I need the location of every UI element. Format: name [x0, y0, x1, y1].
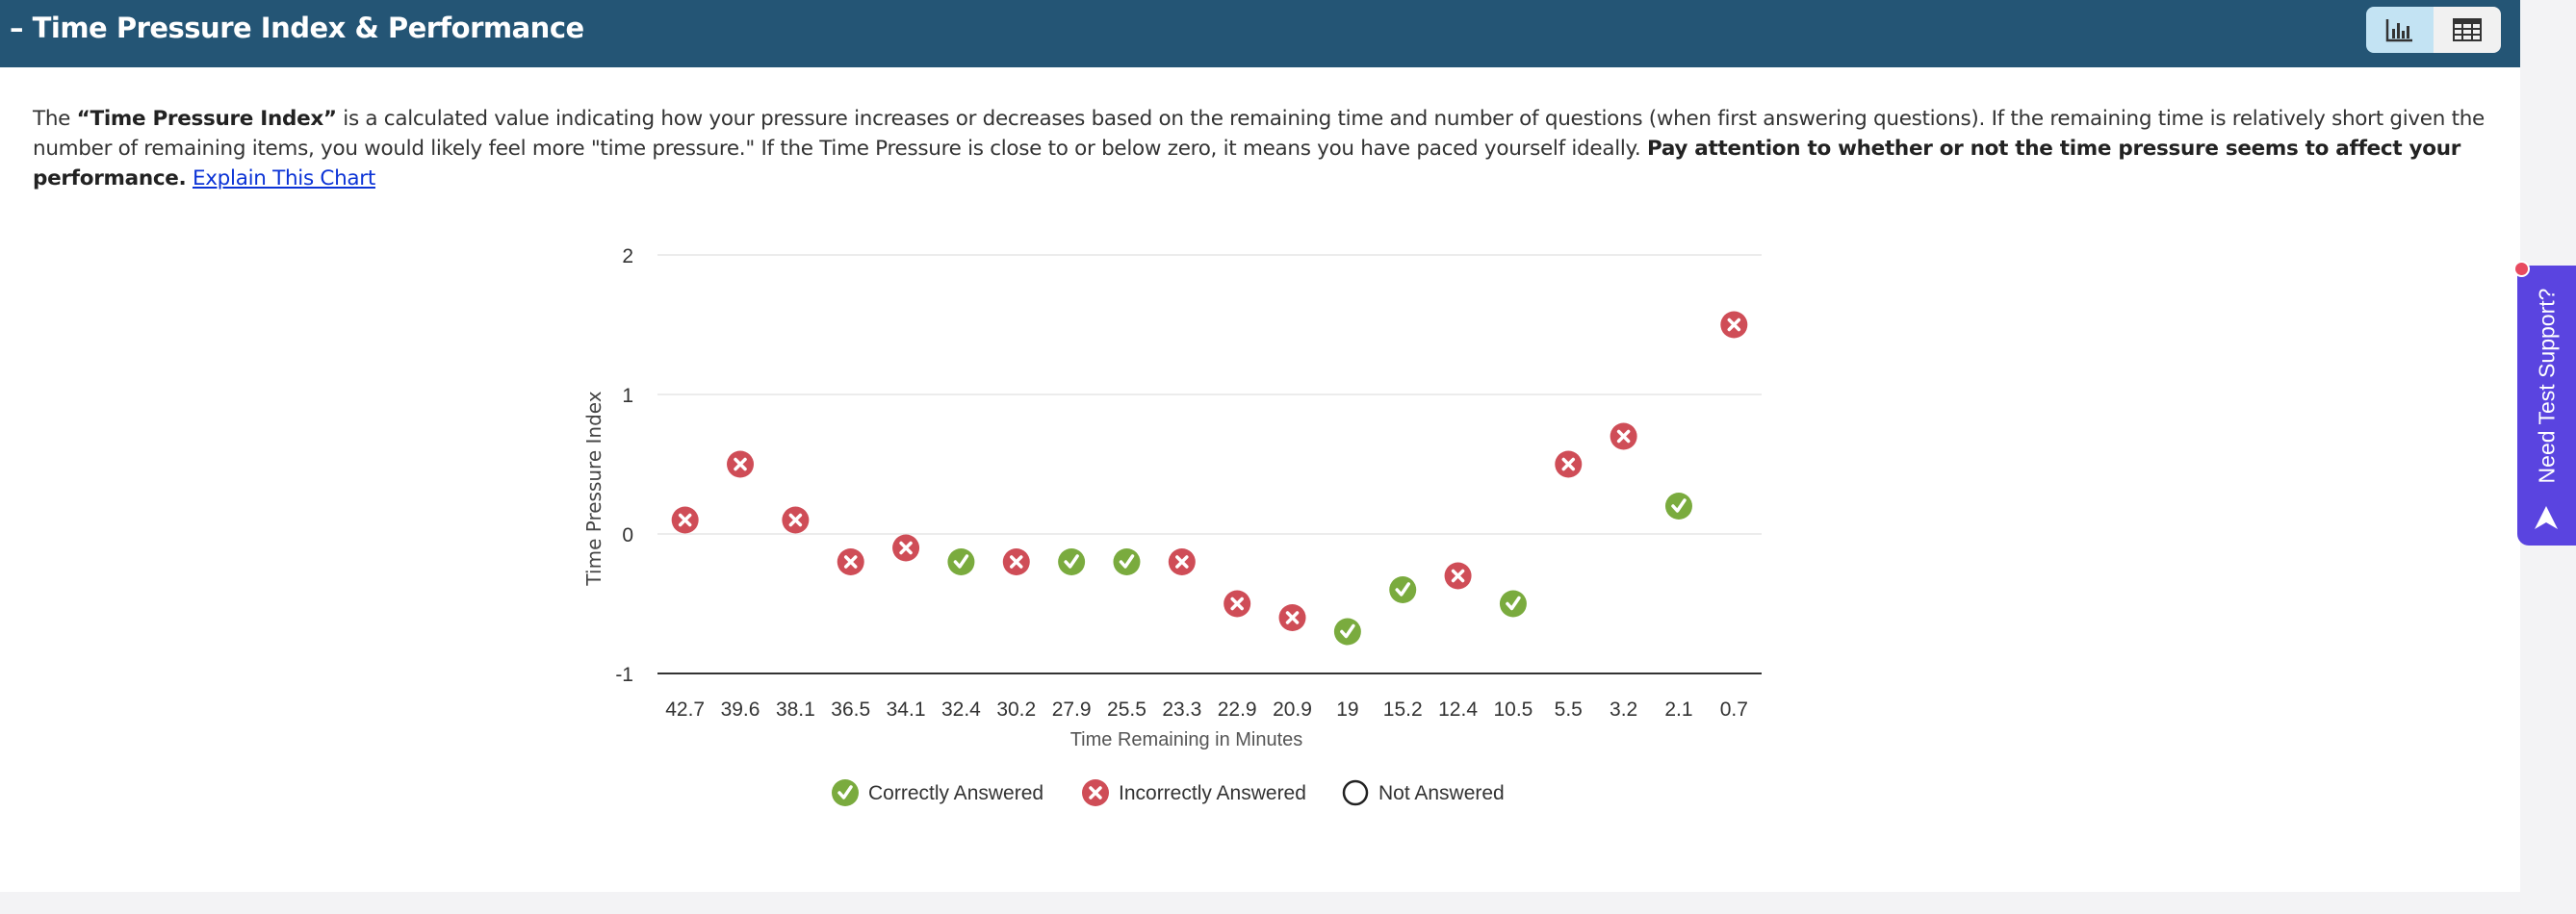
- data-point[interactable]: [1278, 604, 1306, 631]
- table-view-button[interactable]: [2434, 7, 2501, 53]
- section-title[interactable]: – Time Pressure Index & Performance: [10, 12, 584, 44]
- data-point[interactable]: [1168, 548, 1196, 575]
- y-tick-label: -1: [615, 664, 633, 686]
- data-point[interactable]: [1113, 548, 1141, 575]
- bar-chart-icon: [2385, 19, 2412, 42]
- x-tick-label: 25.5: [1107, 698, 1146, 721]
- data-point[interactable]: [1664, 493, 1692, 520]
- data-point[interactable]: [782, 506, 810, 534]
- desc-bold-term: “Time Pressure Index”: [76, 107, 337, 131]
- table-icon: [2453, 18, 2482, 41]
- x-tick-label: 2.1: [1664, 698, 1692, 721]
- data-point[interactable]: [1389, 576, 1417, 603]
- legend-label: Not Answered: [1378, 782, 1505, 804]
- x-tick-label: 30.2: [996, 698, 1036, 721]
- data-point[interactable]: [1720, 311, 1748, 339]
- description: The “Time Pressure Index” is a calculate…: [33, 104, 2497, 193]
- data-point[interactable]: [1333, 618, 1361, 646]
- scatter-chart: 2 1 0 -1 Time Pressure Index 42.7 39.6 38.1 36.5…: [582, 245, 1762, 806]
- send-arrow-icon: [2535, 506, 2558, 529]
- legend-marker: [832, 779, 859, 806]
- legend-label: Incorrectly Answered: [1119, 782, 1306, 804]
- legend-label: Correctly Answered: [868, 782, 1043, 804]
- y-tick-label: 1: [622, 385, 633, 407]
- minus-icon[interactable]: –: [10, 12, 24, 44]
- y-axis-title: Time Pressure Index: [582, 391, 605, 586]
- data-point[interactable]: [837, 548, 864, 575]
- x-tick-label: 0.7: [1720, 698, 1748, 721]
- x-tick-label: 23.3: [1162, 698, 1201, 721]
- data-point[interactable]: [727, 450, 755, 478]
- data-point[interactable]: [1002, 548, 1030, 575]
- data-point[interactable]: [892, 534, 920, 562]
- data-point[interactable]: [1444, 562, 1472, 590]
- data-point[interactable]: [1224, 590, 1251, 618]
- y-tick-label: 2: [622, 245, 633, 267]
- y-tick-label: 0: [622, 524, 633, 546]
- panel: – Time Pressure Index & Performance The …: [0, 0, 2520, 892]
- x-tick-label: 20.9: [1273, 698, 1312, 721]
- x-axis-title: Time Remaining in Minutes: [1070, 729, 1303, 750]
- x-tick-label: 5.5: [1555, 698, 1583, 721]
- x-tick-label: 27.9: [1052, 698, 1092, 721]
- desc-text: The: [33, 107, 77, 131]
- data-point[interactable]: [1555, 450, 1583, 478]
- x-tick-label: 42.7: [665, 698, 705, 721]
- x-tick-label: 36.5: [831, 698, 870, 721]
- section-header: – Time Pressure Index & Performance: [0, 0, 2520, 67]
- legend-marker: [1082, 779, 1109, 806]
- x-tick-label: 15.2: [1383, 698, 1423, 721]
- desc-bold-note: Pay attention to whether or not the time…: [33, 137, 2461, 190]
- chart-view-button[interactable]: [2366, 7, 2434, 53]
- x-tick-label: 22.9: [1218, 698, 1257, 721]
- data-point[interactable]: [1499, 590, 1527, 618]
- explain-chart-link[interactable]: Explain This Chart: [192, 166, 375, 190]
- legend-marker: [1342, 779, 1369, 806]
- x-tick-label: 10.5: [1493, 698, 1533, 721]
- data-point[interactable]: [947, 548, 975, 575]
- view-toggle: [2366, 7, 2501, 53]
- x-tick-label: 32.4: [941, 698, 981, 721]
- notification-dot: [2513, 261, 2530, 277]
- data-point[interactable]: [671, 506, 699, 534]
- x-tick-label: 34.1: [887, 698, 926, 721]
- x-tick-label: 12.4: [1438, 698, 1478, 721]
- desc-text-2: is a calculated value indicating how you…: [33, 107, 2485, 161]
- x-tick-label: 38.1: [776, 698, 815, 721]
- data-point[interactable]: [1610, 422, 1637, 450]
- data-point[interactable]: [1058, 548, 1086, 575]
- x-tick-label: 3.2: [1610, 698, 1637, 721]
- section-title-text: Time Pressure Index & Performance: [32, 12, 585, 44]
- x-tick-label: 39.6: [721, 698, 760, 721]
- x-tick-label: 19: [1336, 698, 1358, 721]
- support-label: Need Test Support?: [2534, 288, 2559, 484]
- support-tab[interactable]: Need Test Support?: [2517, 266, 2576, 546]
